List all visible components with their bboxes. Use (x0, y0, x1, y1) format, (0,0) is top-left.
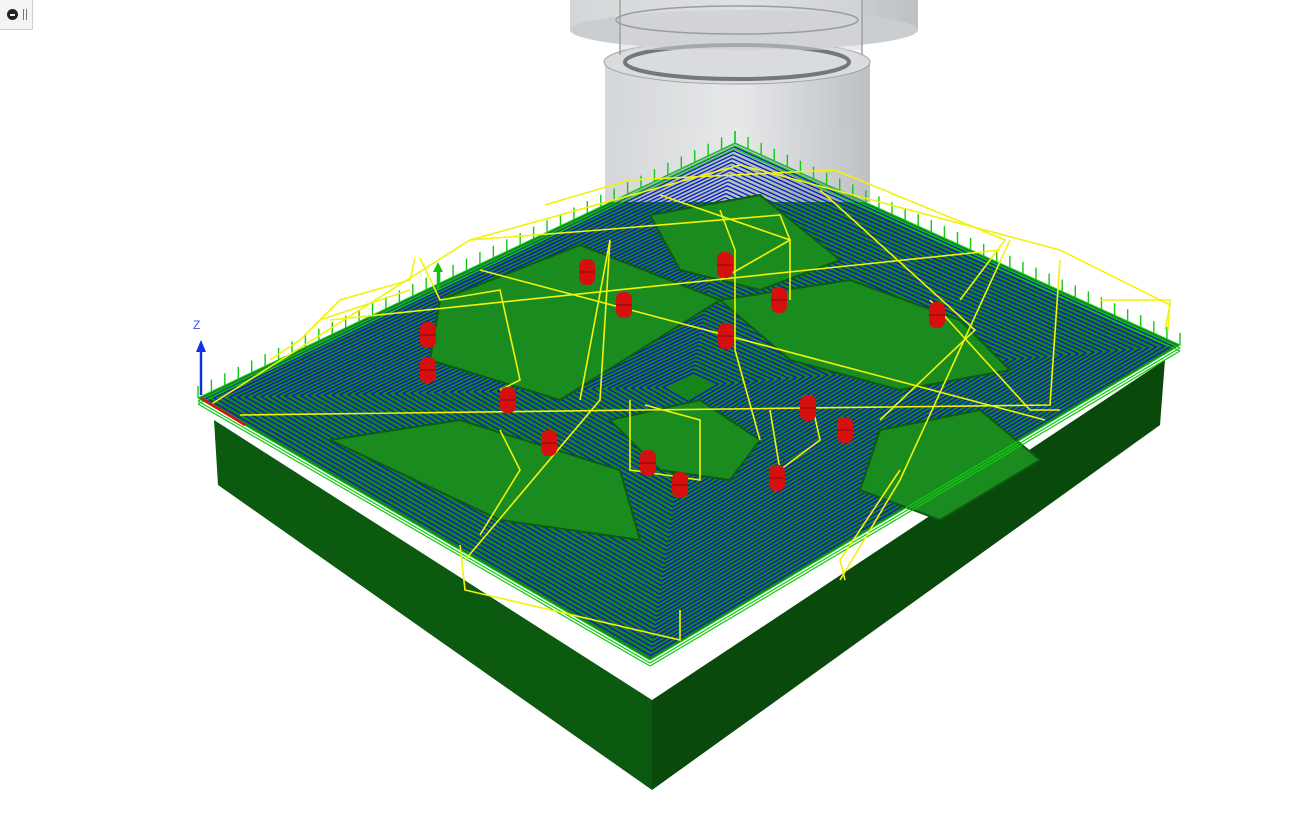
cut-pass-ring (252, 169, 1126, 631)
lead-outline (734, 145, 1181, 349)
grip-icon (23, 9, 27, 20)
lead-outline (197, 397, 651, 661)
cut-pass-ring (228, 157, 1150, 644)
cut-pass-ring (662, 372, 719, 403)
plunge-marker (717, 252, 733, 278)
plunge-marker (640, 450, 656, 476)
viewport-corner-control[interactable] (0, 0, 33, 30)
plunge-marker (769, 465, 785, 491)
stock-side-left (214, 420, 652, 790)
lead-outline (649, 350, 1181, 667)
lead-outline (197, 403, 651, 667)
plunge-marker (616, 292, 632, 318)
cut-pass-ring (654, 368, 727, 407)
plunge-marker (420, 322, 436, 348)
plunge-marker (771, 287, 787, 313)
pocket-floors (326, 193, 1042, 542)
plunge-marker (672, 472, 688, 498)
plunge-marker (420, 357, 436, 383)
plunge-marker (541, 430, 557, 456)
lead-outline (197, 400, 651, 664)
lead-outline (197, 145, 736, 402)
stock-side-right (652, 360, 1165, 790)
view-toggle-icon (7, 9, 18, 20)
plunge-markers (420, 252, 945, 498)
axis-triad: Z (193, 262, 443, 427)
tool-holder (570, 0, 918, 202)
cut-pass-ring (221, 154, 1158, 648)
lead-outline (649, 344, 1181, 661)
plunge-marker (837, 417, 853, 443)
cut-pass-ring (236, 161, 1142, 639)
lead-outline (734, 142, 1181, 346)
plunge-marker (929, 302, 945, 328)
plunge-marker (579, 259, 595, 285)
cut-pass-ring (244, 165, 1134, 635)
plunge-marker (718, 323, 734, 349)
plunge-marker (800, 395, 816, 421)
axis-z-label: Z (193, 318, 200, 332)
plunge-marker (500, 387, 516, 413)
cut-pass-ring (646, 364, 735, 412)
lead-outline (649, 347, 1181, 664)
